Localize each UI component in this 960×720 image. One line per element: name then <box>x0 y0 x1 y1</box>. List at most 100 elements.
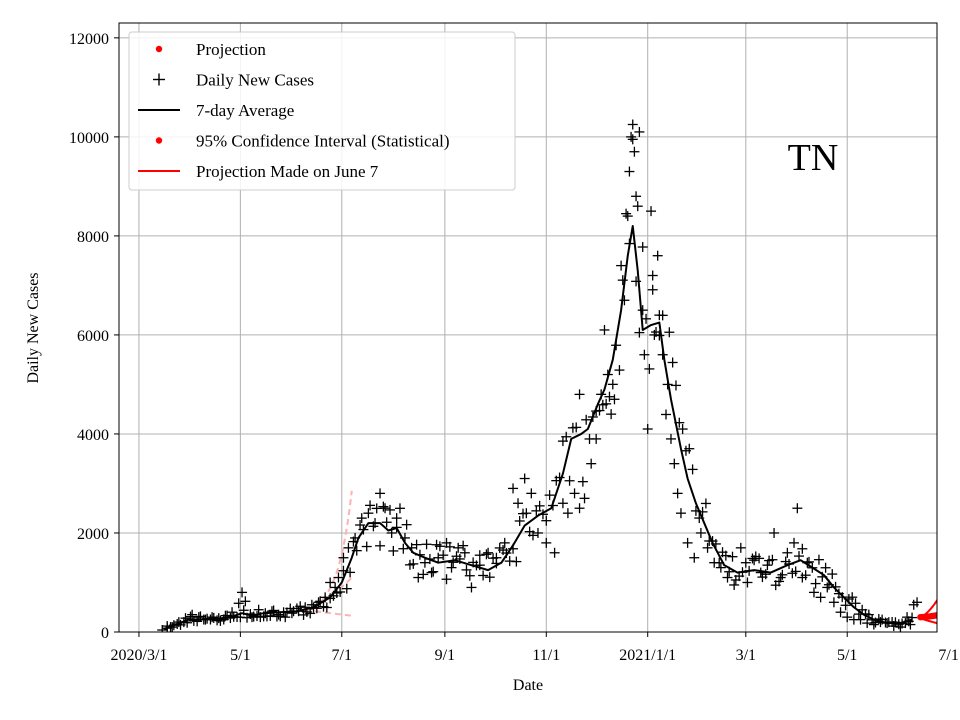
y-tick-label: 8000 <box>77 229 109 246</box>
legend-label: 7-day Average <box>196 101 294 120</box>
daily-case-marker <box>769 527 780 538</box>
daily-case-marker <box>792 503 803 514</box>
daily-case-marker <box>361 541 372 552</box>
daily-case-marker <box>526 488 537 499</box>
daily-case-marker <box>488 553 499 564</box>
y-tick-label: 12000 <box>69 31 109 48</box>
daily-case-marker <box>381 517 392 528</box>
daily-case-marker <box>665 433 676 444</box>
daily-case-marker <box>687 464 698 475</box>
daily-case-marker <box>642 424 653 434</box>
daily-case-marker <box>385 504 396 515</box>
legend-label: Daily New Cases <box>196 71 314 90</box>
daily-case-marker <box>286 608 297 619</box>
daily-case-marker <box>513 498 524 509</box>
plot-frame <box>118 22 938 633</box>
daily-case-marker <box>777 569 788 580</box>
daily-case-marker <box>609 394 620 405</box>
daily-case-marker <box>335 586 346 597</box>
daily-case-marker <box>840 600 851 611</box>
x-tick-label: 2020/3/1 <box>111 647 168 664</box>
daily-case-marker <box>401 519 412 530</box>
daily-case-marker <box>356 513 367 524</box>
daily-case-marker <box>338 552 349 563</box>
daily-case-marker <box>907 612 918 623</box>
daily-case-marker <box>564 475 575 486</box>
daily-case-marker <box>408 558 419 569</box>
daily-case-marker <box>647 270 658 281</box>
daily-case-marker <box>789 537 800 548</box>
daily-case-marker <box>371 503 382 514</box>
daily-case-marker <box>448 557 459 568</box>
x-tick-label: 7/1 <box>332 647 352 664</box>
legend-entry: 7-day Average <box>138 101 294 120</box>
daily-case-marker <box>240 596 251 607</box>
daily-case-marker <box>581 414 592 425</box>
x-tick-label: 11/1 <box>532 647 560 664</box>
daily-case-marker <box>827 569 838 580</box>
daily-case-marker <box>700 498 711 509</box>
x-tick-label: 7/1 <box>938 647 958 664</box>
daily-case-marker <box>237 587 248 598</box>
daily-case-marker <box>418 569 429 580</box>
daily-case-marker <box>233 598 244 609</box>
daily-case-marker <box>754 553 765 564</box>
daily-case-marker <box>532 527 543 538</box>
daily-case-marker <box>667 357 678 368</box>
daily-case-marker <box>459 547 470 558</box>
daily-case-marker <box>341 583 352 594</box>
daily-case-marker <box>569 488 580 499</box>
daily-case-marker <box>695 527 706 538</box>
daily-case-marker <box>157 625 168 632</box>
daily-case-marker <box>637 305 648 316</box>
daily-case-marker <box>388 545 399 556</box>
daily-case-marker <box>541 515 552 526</box>
daily-case-marker <box>813 554 824 565</box>
legend-label: Projection <box>196 40 266 59</box>
daily-case-marker <box>478 570 489 581</box>
daily-case-marker <box>672 488 683 499</box>
daily-case-marker <box>541 537 552 548</box>
daily-case-marker <box>514 515 525 526</box>
daily-case-marker <box>549 547 560 558</box>
x-axis-title: Date <box>513 677 543 694</box>
daily-case-marker <box>584 433 595 444</box>
daily-case-marker <box>868 619 879 630</box>
daily-case-marker <box>519 473 530 484</box>
x-tick-label: 5/1 <box>230 647 250 664</box>
legend-dot-marker <box>155 137 163 144</box>
daily-case-marker <box>266 606 277 617</box>
series-layer <box>157 119 937 632</box>
daily-case-marker <box>762 560 773 571</box>
daily-case-marker <box>321 602 332 613</box>
daily-case-marker <box>790 566 801 577</box>
daily-case-marker <box>702 542 713 553</box>
legend-entry: 95% Confidence Interval (Statistical) <box>155 132 450 151</box>
daily-case-marker <box>677 424 688 435</box>
daily-case-marker <box>434 541 445 552</box>
daily-case-marker <box>815 592 826 603</box>
daily-case-marker <box>912 597 923 608</box>
daily-case-marker <box>735 542 746 553</box>
daily-case-marker <box>458 540 469 551</box>
daily-case-marker <box>682 537 693 548</box>
legend-box <box>128 31 516 191</box>
daily-case-marker <box>624 166 635 177</box>
daily-case-marker <box>544 490 555 501</box>
daily-case-marker <box>426 567 437 578</box>
daily-case-marker <box>774 576 785 587</box>
legend-entry: Projection <box>155 40 266 59</box>
daily-case-marker <box>441 574 452 585</box>
daily-case-marker <box>280 612 291 623</box>
daily-case-marker <box>847 592 858 603</box>
x-tick-label: 9/1 <box>435 647 455 664</box>
daily-case-marker <box>828 597 839 608</box>
daily-case-marker <box>800 570 811 581</box>
daily-case-marker <box>375 540 386 551</box>
daily-case-marker <box>378 501 389 512</box>
daily-case-marker <box>614 365 625 376</box>
daily-case-marker <box>660 409 671 420</box>
daily-case-marker <box>621 208 632 219</box>
daily-case-marker <box>606 409 617 420</box>
